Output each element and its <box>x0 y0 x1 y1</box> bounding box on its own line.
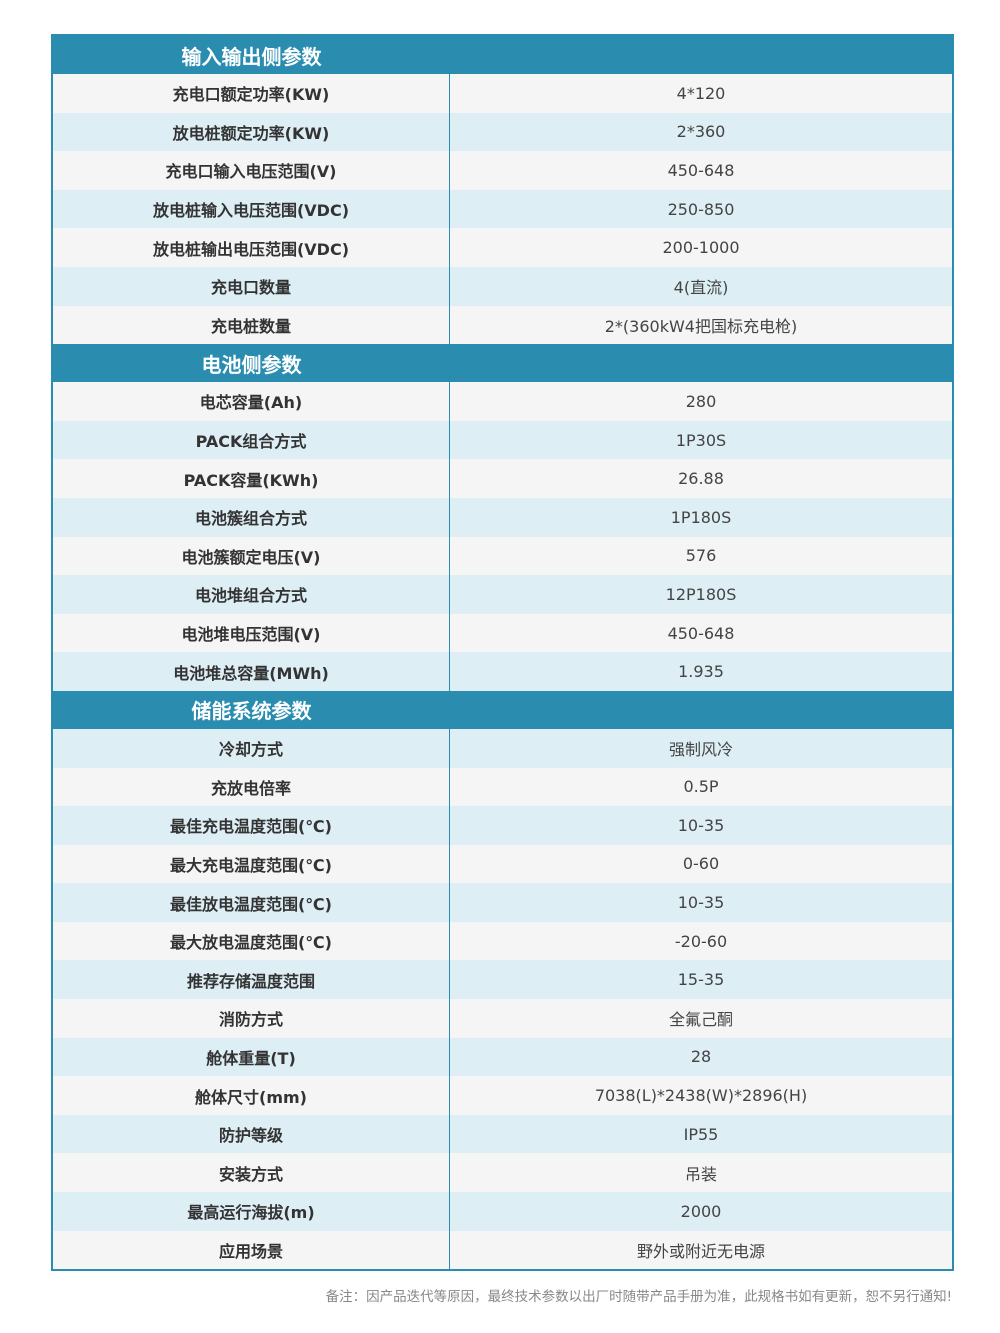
section-title: 电池侧参数 <box>201 352 302 377</box>
param-value: 吊装 <box>684 1164 717 1184</box>
param-value: 250-850 <box>667 199 735 219</box>
param-value: 4(直流) <box>673 278 729 298</box>
table-row: 最佳放电温度范围(℃) 10-35 <box>53 883 952 922</box>
param-value: 10-35 <box>677 815 725 835</box>
param-name: 充电口额定功率(KW) <box>53 74 450 113</box>
param-value: 1P30S <box>675 430 727 450</box>
table-row: 推荐存储温度范围 15-35 <box>53 960 952 1000</box>
param-name: 电池堆电压范围(V) <box>53 613 450 653</box>
table-row: 电池簇额定电压(V) 576 <box>53 536 952 576</box>
param-value: 576 <box>685 546 717 566</box>
table-row: 放电桩额定功率(KW) 2*360 <box>53 112 952 152</box>
param-value: 12P180S <box>665 584 737 604</box>
param-name: 舱体尺寸(mm) <box>53 1076 450 1115</box>
table-row: 充放电倍率 0.5P <box>53 767 952 807</box>
param-name: PACK容量(KWh) <box>53 459 450 498</box>
param-name: 舱体重量(T) <box>53 1037 450 1077</box>
spec-table: 输入输出侧参数充电口额定功率(KW) 4*120 放电桩额定功率(KW) 2*360 充… <box>51 34 954 1272</box>
param-name: 充电口数量 <box>53 266 450 306</box>
param-value: 2000 <box>680 1201 722 1221</box>
table-row: 电芯容量(Ah) 280 <box>53 382 952 421</box>
table-row: PACK组合方式 1P30S <box>53 420 952 460</box>
table-row: 充电口额定功率(KW) 4*120 <box>53 74 952 113</box>
param-value: 15-35 <box>677 970 725 990</box>
table-row: 电池堆组合方式 12P180S <box>53 575 952 614</box>
param-name: 充放电倍率 <box>53 767 450 807</box>
section-header: 电池侧参数 <box>53 344 952 383</box>
table-row: 安装方式 吊装 <box>53 1153 952 1193</box>
param-name: 电池簇额定电压(V) <box>53 536 450 576</box>
table-row: 电池簇组合方式 1P180S <box>53 497 952 537</box>
table-row: 冷却方式 强制风冷 <box>53 728 952 768</box>
table-row: 电池堆总容量(MWh) 1.935 <box>53 652 952 691</box>
section-title: 储能系统参数 <box>191 699 312 724</box>
section-title: 输入输出侧参数 <box>181 44 322 69</box>
param-name: 电池堆组合方式 <box>53 575 450 614</box>
param-value: 全氟己酮 <box>668 1010 733 1030</box>
param-value: IP55 <box>683 1124 719 1144</box>
param-name: 安装方式 <box>53 1153 450 1193</box>
param-value: 强制风冷 <box>668 740 733 760</box>
table-row: 舱体尺寸(mm) 7038(L)*2438(W)*2896(H) <box>53 1076 952 1115</box>
param-value: 1.935 <box>678 662 724 682</box>
param-name: 放电桩输出电压范围(VDC) <box>53 228 450 267</box>
param-name: 放电桩额定功率(KW) <box>53 112 450 152</box>
table-row: 充电桩数量 2*(360kW4把国标充电枪) <box>53 305 952 345</box>
param-name: 应用场景 <box>53 1230 450 1270</box>
section-header: 输入输出侧参数 <box>53 36 952 74</box>
param-value: 0.5P <box>683 777 719 797</box>
param-name: 防护等级 <box>53 1114 450 1154</box>
param-name: 最佳充电温度范围(℃) <box>53 806 450 845</box>
table-row: 最大放电温度范围(℃) -20-60 <box>53 921 952 961</box>
param-value: 4*120 <box>676 83 726 103</box>
param-name: 电池堆总容量(MWh) <box>53 652 450 691</box>
param-value: 450-648 <box>667 160 735 180</box>
table-row: 充电口输入电压范围(V) 450-648 <box>53 151 952 190</box>
param-name: 电池簇组合方式 <box>53 497 450 537</box>
table-row: 最大充电温度范围(℃) 0-60 <box>53 844 952 884</box>
param-value: 2*360 <box>676 122 726 142</box>
param-value: 1P180S <box>670 507 732 527</box>
table-row: 最高运行海拔(m) 2000 <box>53 1192 952 1231</box>
param-value: 450-648 <box>667 623 735 643</box>
param-name: 充电桩数量 <box>53 305 450 345</box>
param-name: 电芯容量(Ah) <box>53 382 450 421</box>
param-name: 放电桩输入电压范围(VDC) <box>53 189 450 229</box>
param-name: 推荐存储温度范围 <box>53 960 450 1000</box>
param-name: 充电口输入电压范围(V) <box>53 151 450 190</box>
param-value: -20-60 <box>674 931 728 951</box>
param-value: 10-35 <box>677 893 725 913</box>
param-name: 最大放电温度范围(℃) <box>53 921 450 961</box>
param-value: 28 <box>690 1047 712 1067</box>
table-row: 电池堆电压范围(V) 450-648 <box>53 613 952 653</box>
table-row: 应用场景 野外或附近无电源 <box>53 1230 952 1270</box>
param-name: 最佳放电温度范围(℃) <box>53 883 450 922</box>
table-row: 放电桩输出电压范围(VDC) 200-1000 <box>53 228 952 267</box>
table-row: 最佳充电温度范围(℃) 10-35 <box>53 806 952 845</box>
param-value: 26.88 <box>678 469 724 489</box>
param-name: PACK组合方式 <box>53 420 450 460</box>
param-value: 2*(360kW4把国标充电枪) <box>604 316 798 336</box>
table-row: 消防方式 全氟己酮 <box>53 999 952 1038</box>
param-name: 最高运行海拔(m) <box>53 1192 450 1231</box>
param-name: 消防方式 <box>53 999 450 1038</box>
section-header: 储能系统参数 <box>53 690 952 729</box>
table-row: 放电桩输入电压范围(VDC) 250-850 <box>53 189 952 229</box>
param-value: 200-1000 <box>662 238 740 258</box>
table-row: 充电口数量 4(直流) <box>53 266 952 306</box>
param-value: 280 <box>685 391 717 411</box>
param-value: 0-60 <box>682 854 720 874</box>
param-name: 最大充电温度范围(℃) <box>53 844 450 884</box>
table-row: 舱体重量(T) 28 <box>53 1037 952 1077</box>
table-row: PACK容量(KWh) 26.88 <box>53 459 952 498</box>
param-value: 7038(L)*2438(W)*2896(H) <box>594 1086 808 1106</box>
param-value: 野外或附近无电源 <box>636 1241 765 1261</box>
param-name: 冷却方式 <box>53 728 450 768</box>
table-row: 防护等级 IP55 <box>53 1114 952 1154</box>
footnote: 备注：因产品迭代等原因，最终技术参数以出厂时随带产品手册为准，此规格书如有更新，… <box>325 1289 952 1305</box>
